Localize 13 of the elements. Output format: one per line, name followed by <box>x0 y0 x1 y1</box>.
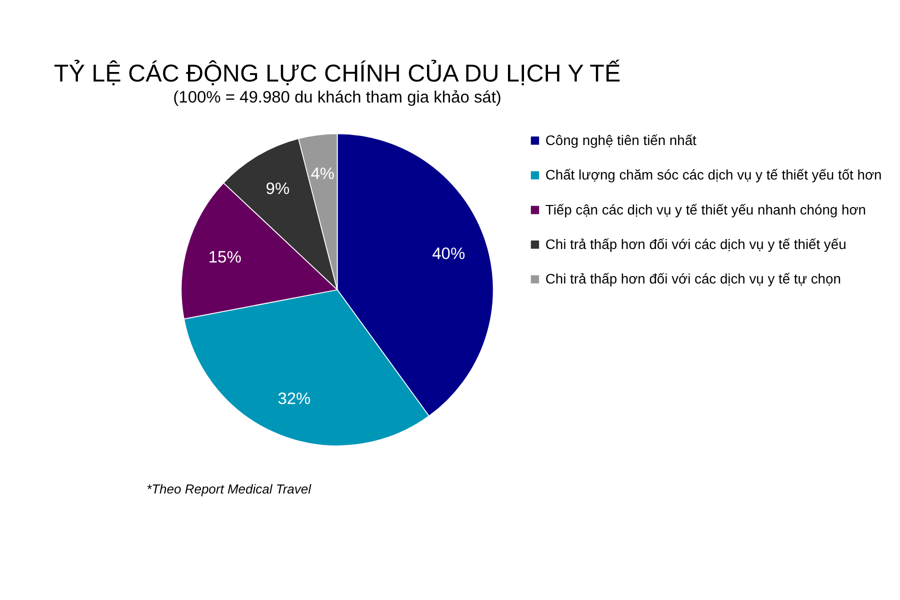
chart-subtitle: (100% = 49.980 du khách tham gia khảo sát) <box>173 88 502 106</box>
data-label: 4% <box>310 164 335 183</box>
data-label: 32% <box>278 390 312 408</box>
legend-label: Tiếp cận các dịch vụ y tế thiết yếu nhanh chóng hơn <box>545 201 866 218</box>
data-label: 40% <box>432 244 466 263</box>
data-label: 15% <box>208 248 242 266</box>
legend-label: Chi trả thấp hơn đối với các dịch vụ y tế thiết yếu <box>545 236 846 252</box>
legend-label: Công nghệ tiên tiến nhất <box>545 132 697 148</box>
chart-title: TỶ LỆ CÁC ĐỘNG LỰC CHÍNH CỦA DU LỊCH Y TẾ <box>54 60 621 88</box>
text: *Theo Report Medical Travel <box>146 481 312 496</box>
legend-label: Chất lượng chăm sóc các dịch vụ y tế thiết yếu tốt hơn <box>545 166 882 183</box>
legend-label: Chi trả thấp hơn đối với các dịch vụ y tế tự chọn <box>545 270 841 287</box>
data-label: 9% <box>266 180 290 198</box>
